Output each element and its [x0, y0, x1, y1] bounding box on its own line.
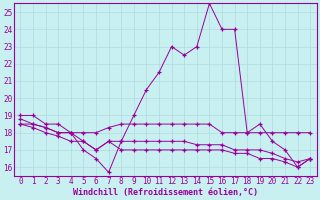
- X-axis label: Windchill (Refroidissement éolien,°C): Windchill (Refroidissement éolien,°C): [73, 188, 258, 197]
